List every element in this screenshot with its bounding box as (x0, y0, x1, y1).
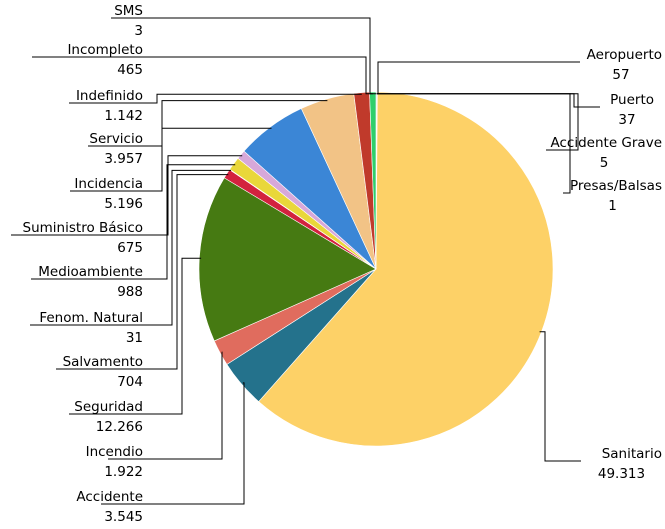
leader-line-medioambiente (31, 164, 236, 280)
slice-label-sms: SMS (114, 3, 143, 19)
leader-line-seguridad (69, 257, 202, 415)
slice-label-seguridad: Seguridad (74, 399, 143, 415)
slice-value-sanitario: 49.313 (598, 466, 645, 482)
slice-label-salvamento: Salvamento (63, 354, 143, 370)
slice-value-medioambiente: 988 (117, 284, 143, 300)
slice-value-sms: 3 (134, 23, 143, 39)
slice-value-accidente-grave: 5 (600, 155, 609, 171)
slice-label-incendio: Incendio (86, 444, 143, 460)
leader-line-incompleto (32, 56, 373, 95)
slice-value-fenom-natural: 31 (126, 330, 143, 346)
slice-label-accidente: Accidente (76, 489, 143, 505)
slice-labels: Aeropuerto 57 Puerto 37 Accidente Grave 5 Pres… (23, 3, 662, 525)
slice-value-indefinido: 1.142 (104, 108, 143, 124)
leader-line-suministro-basico (11, 155, 243, 236)
slice-value-seguridad: 12.266 (96, 419, 143, 435)
leader-line-sanitario (539, 331, 581, 462)
slice-label-medioambiente: Medioambiente (38, 264, 143, 280)
leader-lines (11, 17, 600, 505)
leader-line-fenom-natural (30, 169, 232, 326)
leader-line-salvamento (56, 174, 229, 370)
leader-line-servicio (88, 100, 328, 147)
leader-line-sms (111, 17, 376, 95)
slice-value-incompleto: 465 (117, 62, 143, 78)
slice-value-accidente: 3.545 (104, 509, 143, 525)
leader-line-presas-balsas (377, 93, 571, 194)
leader-line-aeropuerto (376, 61, 580, 95)
slice-label-indefinido: Indefinido (76, 88, 143, 104)
slice-label-suministro-basico: Suministro Básico (23, 220, 143, 236)
slice-label-servicio: Servicio (89, 131, 143, 147)
leader-line-incidencia (70, 127, 272, 192)
leader-line-accidente (101, 382, 245, 505)
slice-value-salvamento: 704 (117, 374, 143, 390)
leader-line-indefinido (69, 93, 362, 104)
slice-value-incidencia: 5.196 (104, 196, 143, 212)
slice-value-aeropuerto: 57 (612, 67, 629, 83)
slice-label-puerto: Puerto (610, 92, 654, 108)
leader-line-incendio (108, 351, 223, 460)
slice-label-sanitario: Sanitario (602, 446, 662, 462)
slice-label-aeropuerto: Aeropuerto (587, 47, 662, 63)
slice-value-servicio: 3.957 (104, 151, 143, 167)
slice-value-incendio: 1.922 (104, 464, 143, 480)
slice-value-suministro-basico: 675 (117, 240, 143, 256)
slice-label-fenom-natural: Fenom. Natural (39, 310, 143, 326)
slice-label-incidencia: Incidencia (74, 176, 143, 192)
pie-slice-sanitario (258, 91, 554, 447)
slice-value-puerto: 37 (618, 112, 635, 128)
slice-value-presas-balsas: 1 (608, 198, 617, 214)
pie-slices (198, 91, 554, 447)
slice-label-accidente-grave: Accidente Grave (551, 135, 663, 151)
slice-label-presas-balsas: Presas/Balsas (570, 178, 662, 194)
slice-label-incompleto: Incompleto (67, 42, 143, 58)
